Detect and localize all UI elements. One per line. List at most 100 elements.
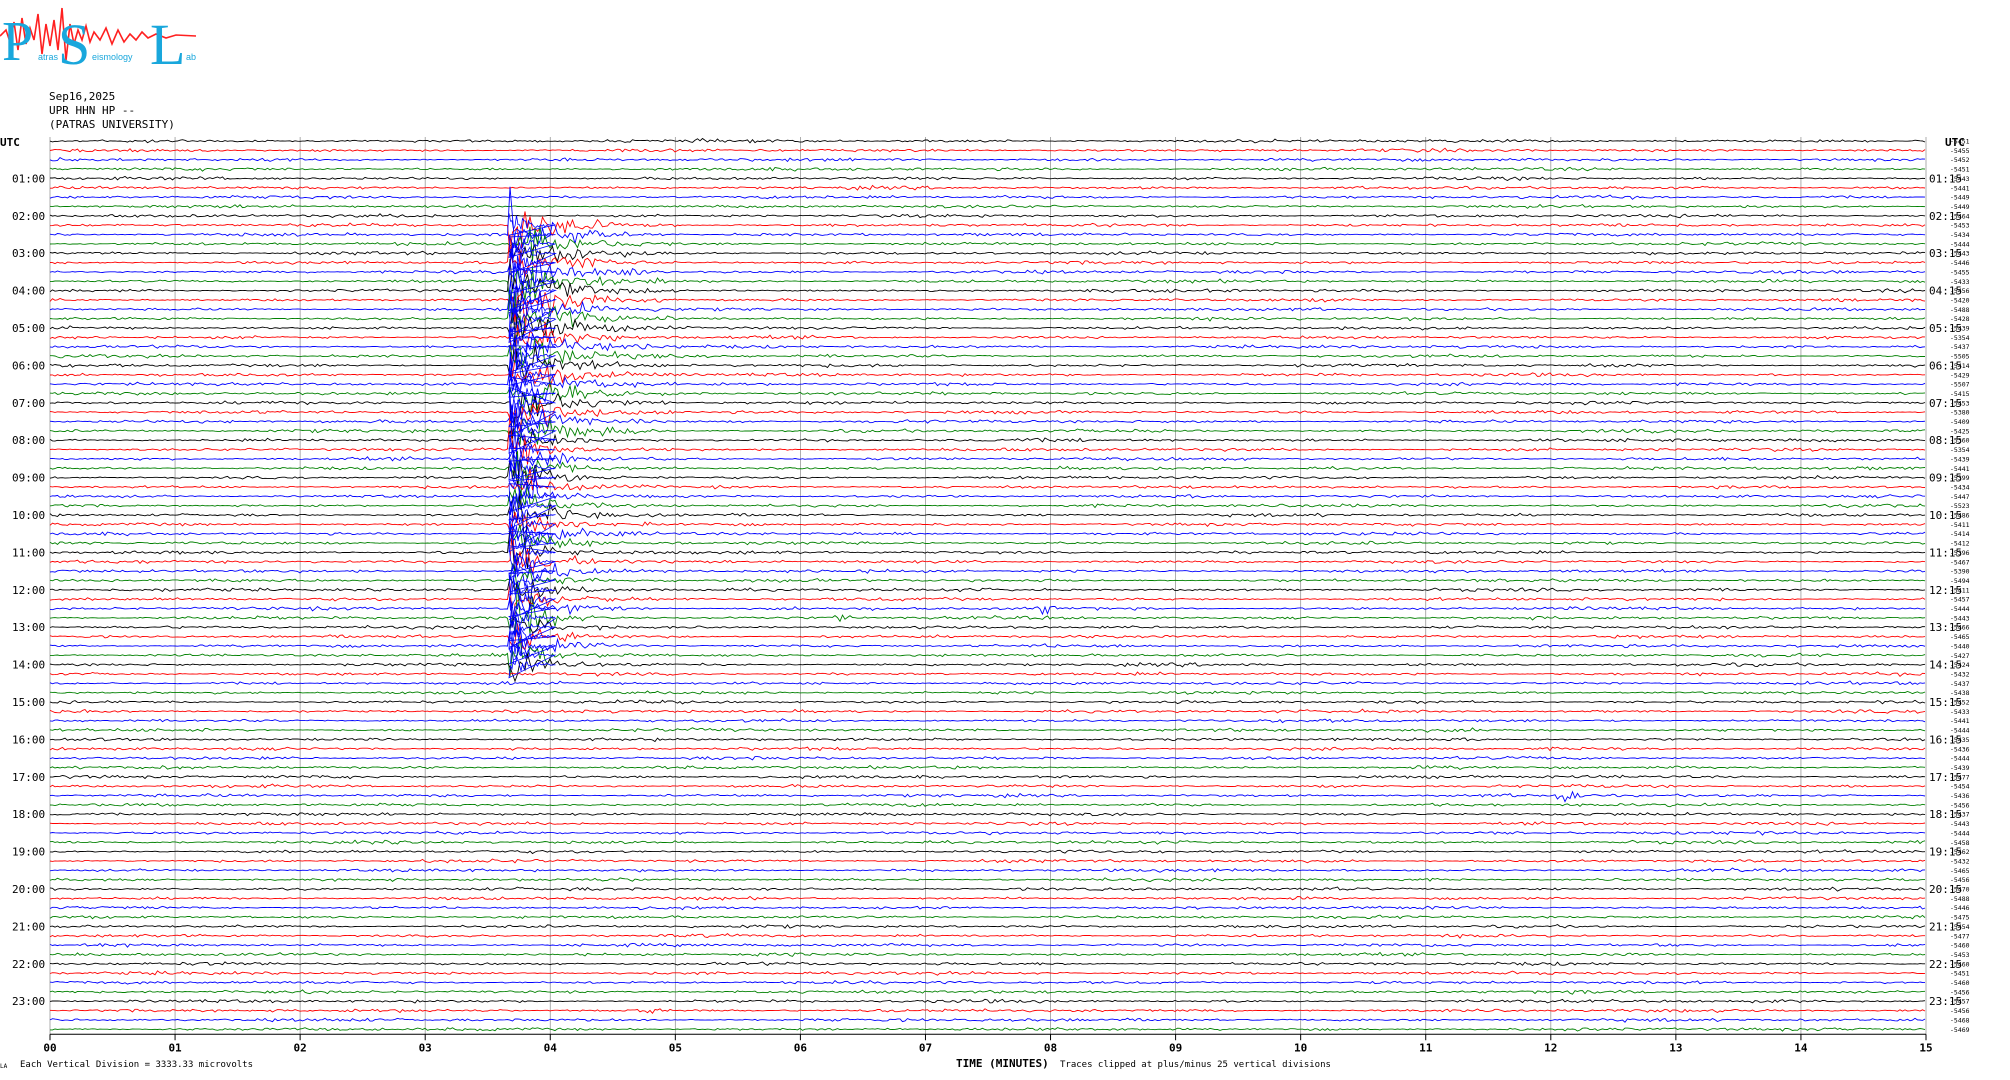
row-offset-label: -5414 <box>1950 362 1970 370</box>
seismogram-trace <box>49 737 1926 743</box>
row-offset-label: -5399 <box>1950 474 1970 482</box>
row-offset-label: -5453 <box>1950 399 1970 407</box>
logo-letter-l: L <box>150 12 185 72</box>
seismogram-trace <box>49 970 1926 976</box>
hour-label-left: 03:00 <box>12 247 45 260</box>
row-offset-label: -5433 <box>1950 278 1970 286</box>
row-offset-label: -5456 <box>1950 1007 1970 1015</box>
seismogram-trace <box>49 746 1926 752</box>
hour-label-right: 06:15 <box>1929 359 1962 372</box>
hour-label-right: 15:15 <box>1929 696 1962 709</box>
scale-note: Each Vertical Division = 3333.33 microvo… <box>20 1060 253 1070</box>
seismogram-trace <box>49 226 1926 262</box>
hour-label-left: 02:00 <box>12 210 45 223</box>
row-offset-label: -5488 <box>1950 895 1970 903</box>
row-offset-label: -5465 <box>1950 633 1970 641</box>
seismogram-trace <box>49 867 1926 873</box>
seismogram-trace <box>49 484 1926 509</box>
logo-letter-p: P <box>2 11 33 72</box>
hour-label-right: 17:15 <box>1929 771 1962 784</box>
hour-label-left: 12:00 <box>12 584 45 597</box>
row-offset-label: -5433 <box>1950 708 1970 716</box>
row-offset-label: -5409 <box>1950 418 1970 426</box>
seismogram-trace <box>49 321 1926 377</box>
seismogram-trace <box>49 783 1926 789</box>
seismogram-trace <box>50 175 1926 182</box>
x-tick-label: 07 <box>919 1041 932 1054</box>
row-offset-label: -5434 <box>1950 483 1970 491</box>
row-offset-label: -5523 <box>1950 502 1970 510</box>
seismogram-trace <box>49 583 1926 628</box>
row-offset-label: -5440 <box>1950 642 1970 650</box>
seismogram-trace <box>49 527 1926 575</box>
row-offset-label: -5441 <box>1950 717 1970 725</box>
seismogram-trace <box>49 365 1926 388</box>
row-offset-label: -5439 <box>1950 325 1970 333</box>
row-offset-label: -5412 <box>1950 540 1970 548</box>
right-axis-label: UTC <box>1945 136 1965 149</box>
hour-label-right: 10:15 <box>1929 509 1962 522</box>
logo-letter-s: S <box>58 12 90 72</box>
hour-label-right: 22:15 <box>1929 958 1962 971</box>
hour-label-left: 16:00 <box>12 733 45 746</box>
row-offset-label: -5494 <box>1950 577 1970 585</box>
hour-label-right: 19:15 <box>1929 846 1962 859</box>
seismogram-trace <box>49 428 1926 478</box>
row-offset-label: -5444 <box>1950 755 1970 763</box>
row-offset-label: -5447 <box>1950 493 1970 501</box>
seismogram-trace <box>49 528 1926 574</box>
seismogram-trace <box>49 392 1926 439</box>
seismogram-trace <box>49 680 1926 686</box>
row-offset-label: -5444 <box>1950 727 1970 735</box>
hour-label-right: 05:15 <box>1929 322 1962 335</box>
row-offset-label: -5360 <box>1950 437 1970 445</box>
hour-label-left: 14:00 <box>12 659 45 672</box>
row-offset-label: -5443 <box>1950 820 1970 828</box>
header-date: Sep16,2025 <box>49 90 116 103</box>
x-tick-label: 01 <box>168 1041 182 1054</box>
row-offset-label: -5432 <box>1950 857 1970 865</box>
hour-label-left: 04:00 <box>12 285 45 298</box>
row-offset-label: -5452 <box>1950 156 1970 164</box>
seismogram-trace <box>49 406 1926 430</box>
x-tick-label: 10 <box>1294 1041 1307 1054</box>
row-offset-label: -5456 <box>1950 988 1970 996</box>
seismogram-trace <box>49 989 1926 995</box>
hour-label-left: 06:00 <box>12 359 45 372</box>
seismogram-trace <box>49 576 1926 610</box>
row-offset-label: -5428 <box>1950 315 1970 323</box>
seismogram-trace <box>49 699 1926 705</box>
row-offset-label: -5488 <box>1950 306 1970 314</box>
row-offset-label: -5449 <box>1950 203 1970 211</box>
seismogram-trace <box>49 671 1926 678</box>
hour-label-left: 05:00 <box>12 322 45 335</box>
seismogram-trace <box>49 242 1926 325</box>
row-offset-label: -5477 <box>1950 932 1970 940</box>
seismogram-trace <box>49 708 1926 714</box>
row-offset-label: -5415 <box>1950 390 1970 398</box>
row-offset-label: -5444 <box>1950 829 1970 837</box>
row-offset-label: -5453 <box>1950 222 1970 230</box>
row-offset-label: -5462 <box>1950 848 1970 856</box>
seismogram-trace <box>49 764 1926 771</box>
row-offset-label: -5455 <box>1950 147 1970 155</box>
x-tick-label: 08 <box>1044 1041 1057 1054</box>
seismogram-trace <box>49 558 1926 587</box>
row-offset-label: -5464 <box>1950 212 1970 220</box>
seismogram-trace <box>49 468 1926 491</box>
seismogram-trace <box>49 895 1926 901</box>
seismogram-trace <box>49 451 1926 510</box>
row-offset-label: -5414 <box>1950 530 1970 538</box>
seismogram-trace <box>49 512 1926 533</box>
seismogram-trace <box>49 830 1926 836</box>
seismogram-trace <box>50 637 1926 677</box>
row-offset-label: -5465 <box>1950 867 1970 875</box>
seismogram-trace <box>50 184 1926 191</box>
x-tick-label: 05 <box>669 1041 682 1054</box>
row-offset-label: -5437 <box>1950 343 1970 351</box>
row-offset-label: -5436 <box>1950 745 1970 753</box>
hour-label-left: 09:00 <box>12 472 45 485</box>
row-offset-label: -5424 <box>1950 661 1970 669</box>
seismogram-trace <box>49 524 1926 546</box>
seismogram-trace <box>49 469 1926 506</box>
